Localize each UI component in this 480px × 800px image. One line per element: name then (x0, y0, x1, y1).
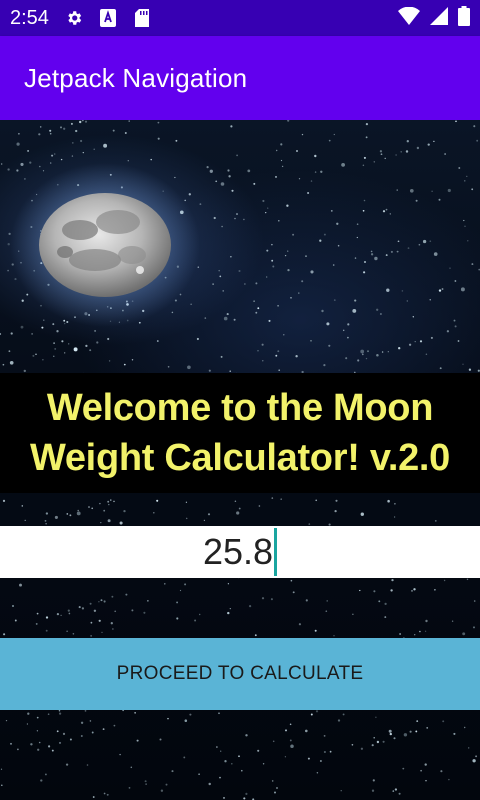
battery-icon (458, 6, 470, 31)
moon-image (39, 193, 171, 297)
status-bar: 2:54 (0, 0, 480, 36)
wifi-icon (398, 7, 420, 30)
settings-icon (65, 9, 83, 27)
weight-input[interactable]: 25.8 (0, 526, 480, 578)
headline-line-1: Welcome to the Moon (47, 383, 433, 433)
weight-input-value[interactable]: 25.8 (203, 531, 273, 573)
status-time: 2:54 (10, 7, 49, 30)
text-cursor (274, 528, 277, 576)
proceed-to-calculate-button[interactable]: PROCEED TO CALCULATE (0, 638, 480, 710)
sd-card-icon (133, 9, 151, 27)
signal-icon (430, 7, 448, 30)
app-bar: Jetpack Navigation (0, 36, 480, 120)
welcome-headline: Welcome to the Moon Weight Calculator! v… (0, 373, 480, 493)
headline-line-2: Weight Calculator! v.2.0 (30, 433, 450, 483)
moon-calculator-screen: Welcome to the Moon Weight Calculator! v… (0, 120, 480, 800)
keyboard-a-icon (99, 9, 117, 27)
app-title: Jetpack Navigation (24, 63, 247, 94)
proceed-button-label: PROCEED TO CALCULATE (117, 663, 364, 685)
